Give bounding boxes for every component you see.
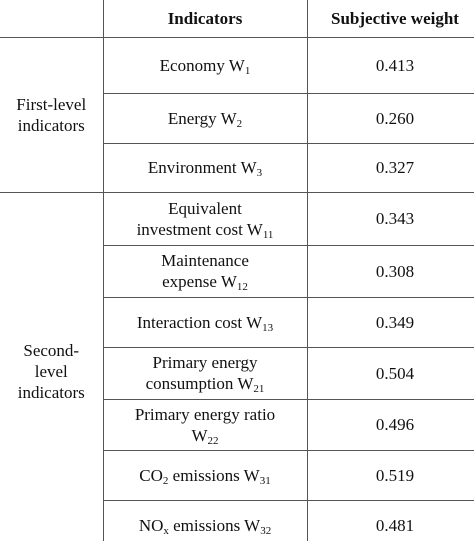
header-cell: Indicators [102, 0, 308, 38]
indicator-line: investment cost W11 [108, 219, 303, 241]
indicator-line: NOx emissions W32 [108, 515, 303, 537]
data-row: Primary energy ratio W22 0.496 [0, 398, 474, 451]
indicator-text: emissions W [168, 465, 260, 485]
weight-cell: 0.308 [306, 244, 474, 298]
indicator-text: consumption W [145, 374, 254, 393]
subscript: 2 [162, 474, 169, 487]
indicator-line: Interaction cost W13 [108, 312, 303, 334]
group-label-line: level [34, 361, 68, 381]
indicator-cell: Primary energy consumption W21 [103, 346, 308, 400]
indicator-line: Energy W2 [108, 108, 303, 130]
data-row: Interaction cost W13 0.349 [0, 296, 474, 348]
indicator-text: Energy W [167, 108, 237, 128]
indicator-cell: CO2 emissions W31 [103, 449, 308, 501]
indicator-line: Equivalent [108, 198, 303, 219]
indicator-text: Primary energy [152, 353, 258, 372]
indicator-cell: Economy W1 [102, 36, 308, 94]
subscript: 12 [236, 281, 248, 293]
indicator-line: expense W12 [108, 271, 303, 293]
weight-cell: 0.481 [306, 499, 474, 541]
indicator-cell: NOx emissions W32 [103, 499, 308, 541]
indicator-text: Environment W [147, 158, 257, 177]
data-row: CO2 emissions W31 0.519 [0, 449, 474, 501]
group-label-line: indicators [17, 382, 85, 402]
indicator-text: NO [138, 515, 164, 535]
weight-cell: 0.327 [306, 142, 474, 193]
indicator-text: Economy W [159, 55, 245, 75]
indicator-cell: Equivalent investment cost W11 [102, 191, 308, 246]
indicator-text: Interaction cost W [136, 312, 263, 332]
group-label-line: Second- [23, 340, 80, 360]
subscript: 1 [244, 64, 251, 77]
indicator-text: W [191, 425, 208, 445]
subscript: 21 [253, 383, 265, 395]
indicator-text: Primary energy ratio [134, 404, 276, 424]
data-row: Primary energy consumption W21 0.504 [0, 346, 474, 400]
indicator-line: Maintenance [108, 250, 303, 271]
data-row: First-level indicators Economy W1 0.413 [0, 36, 474, 193]
weight-cell: 0.413 [306, 36, 474, 94]
subscript: 13 [262, 321, 274, 334]
data-row: Second-level indicators Equivalent investme… [0, 191, 474, 541]
indicator-line: Primary energy ratio [108, 404, 303, 425]
group-label-cell: First-level indicators [0, 36, 104, 193]
indicator-cell: Maintenance expense W12 [103, 244, 308, 298]
indicator-line: Economy W1 [108, 55, 303, 77]
indicator-text: investment cost W [136, 219, 263, 239]
subscript: 2 [236, 117, 243, 130]
subscript: 32 [260, 524, 272, 537]
data-row: Maintenance expense W12 0.308 [0, 244, 474, 298]
subscript: 3 [256, 167, 263, 179]
indicator-text: expense W [162, 272, 237, 291]
data-row: Environment W3 0.327 [0, 142, 474, 193]
indicator-text: Maintenance [161, 251, 249, 270]
header-row: Indicators Subjective weight [0, 0, 474, 38]
indicator-cell: Interaction cost W13 [103, 296, 308, 348]
indicator-text: Equivalent [168, 198, 242, 218]
group-label-cell: Second-level indicators [0, 191, 104, 541]
weight-cell: 0.260 [306, 92, 474, 144]
indicator-line: W22 [108, 425, 303, 447]
data-row: NOx emissions W32 0.481 [0, 499, 474, 541]
subscript: 11 [262, 228, 274, 241]
indicator-cell: Primary energy ratio W22 [103, 398, 308, 451]
weight-cell: 0.519 [306, 449, 474, 501]
indicator-line: Environment W3 [108, 157, 303, 179]
weight-cell: 0.504 [306, 346, 474, 400]
subscript: 22 [207, 434, 219, 447]
group-label-line: First-level [16, 94, 87, 114]
subscript: 31 [259, 474, 271, 487]
header-cell: Subjective weight [306, 0, 474, 38]
indicator-text: CO [139, 465, 163, 485]
weight-cell: 0.496 [306, 398, 474, 451]
weight-cell: 0.349 [306, 296, 474, 348]
indicator-line: CO2 emissions W31 [108, 465, 303, 487]
group-label-line: indicators [17, 115, 85, 135]
indicator-cell: Environment W3 [103, 142, 308, 193]
indicator-line: Primary energy [108, 352, 303, 373]
weight-cell: 0.343 [306, 191, 474, 246]
indicator-cell: Energy W2 [103, 92, 308, 144]
indicator-line: consumption W21 [108, 373, 303, 395]
data-row: Energy W2 0.260 [0, 92, 474, 144]
indicator-text: emissions W [168, 515, 261, 535]
header-cell [0, 0, 104, 38]
subscript: x [163, 524, 169, 537]
